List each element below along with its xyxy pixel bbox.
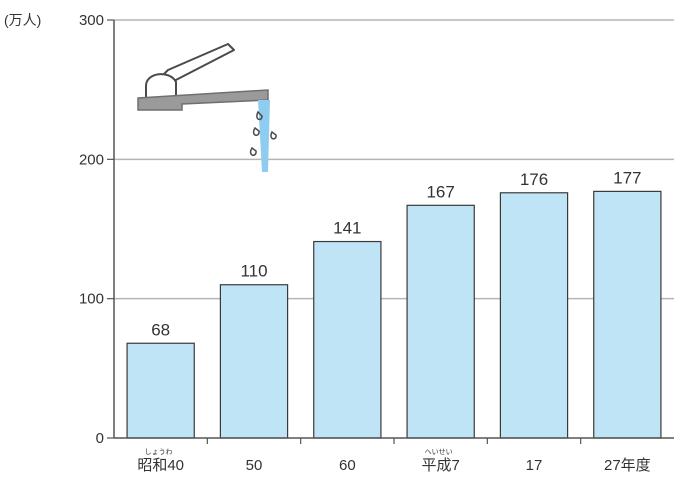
y-tick-label: 0	[96, 430, 104, 447]
y-unit-label: (万人)	[4, 12, 41, 28]
x-tick-label: 昭和40	[137, 457, 184, 474]
axes	[107, 19, 674, 444]
data-label: 167	[426, 182, 454, 201]
x-tick-ruby: しょうわ	[145, 448, 173, 456]
x-tick-label: 60	[339, 457, 356, 474]
x-tick-ruby: へいせい	[425, 448, 453, 456]
data-label: 68	[151, 320, 170, 339]
bar-0	[126, 342, 195, 439]
bar-4	[499, 192, 569, 439]
bar-3	[406, 204, 475, 439]
y-tick-label: 300	[79, 12, 104, 29]
water-faucet-icon	[137, 43, 277, 172]
bar-1	[219, 284, 289, 439]
x-tick-label: 27年度	[604, 457, 651, 474]
data-label: 110	[240, 262, 267, 281]
bars	[126, 190, 662, 439]
data-label: 177	[613, 168, 641, 187]
x-tick-label: 平成7	[421, 457, 459, 474]
y-tick-label: 200	[79, 151, 104, 168]
x-tick-label: 17	[526, 457, 543, 474]
bar-2	[313, 240, 382, 439]
bar-5	[593, 190, 662, 439]
y-tick-label: 100	[79, 291, 104, 308]
x-tick-label: 50	[246, 457, 263, 474]
data-label: 176	[520, 170, 548, 189]
grid	[114, 19, 674, 300]
data-label: 141	[333, 219, 361, 238]
